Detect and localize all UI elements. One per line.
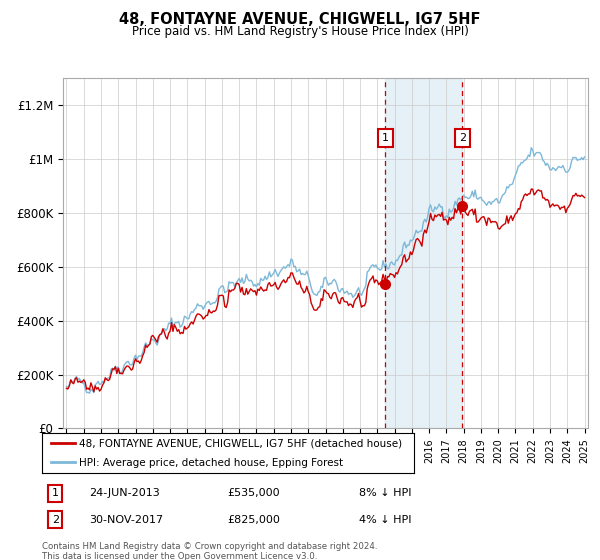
Text: 2: 2	[459, 133, 466, 143]
Text: 48, FONTAYNE AVENUE, CHIGWELL, IG7 5HF: 48, FONTAYNE AVENUE, CHIGWELL, IG7 5HF	[119, 12, 481, 27]
Text: 1: 1	[52, 488, 59, 498]
Text: £535,000: £535,000	[227, 488, 280, 498]
Text: 4% ↓ HPI: 4% ↓ HPI	[359, 515, 412, 525]
Text: 8% ↓ HPI: 8% ↓ HPI	[359, 488, 412, 498]
Text: HPI: Average price, detached house, Epping Forest: HPI: Average price, detached house, Eppi…	[79, 458, 343, 468]
Text: 30-NOV-2017: 30-NOV-2017	[89, 515, 164, 525]
Text: £825,000: £825,000	[227, 515, 280, 525]
Text: Price paid vs. HM Land Registry's House Price Index (HPI): Price paid vs. HM Land Registry's House …	[131, 25, 469, 38]
Text: 24-JUN-2013: 24-JUN-2013	[89, 488, 160, 498]
Bar	[385, 78, 462, 428]
Text: 2: 2	[52, 515, 59, 525]
Text: 1: 1	[382, 133, 389, 143]
Text: Contains HM Land Registry data © Crown copyright and database right 2024.
This d: Contains HM Land Registry data © Crown c…	[42, 542, 377, 560]
Text: 48, FONTAYNE AVENUE, CHIGWELL, IG7 5HF (detached house): 48, FONTAYNE AVENUE, CHIGWELL, IG7 5HF (…	[79, 438, 403, 449]
